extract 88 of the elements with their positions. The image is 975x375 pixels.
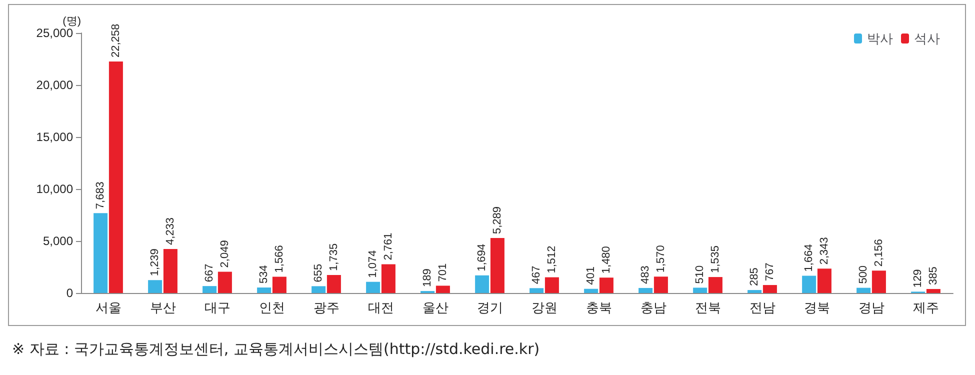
bar [366,282,380,293]
data-label: 2,343 [818,237,830,265]
data-label: 1,570 [654,245,667,273]
bar [762,285,777,293]
legend-label: 석사 [914,31,940,46]
bar [148,280,162,293]
bar [872,270,886,293]
bar [436,286,450,293]
bar [381,264,396,293]
data-label: 1,512 [546,246,558,274]
y-tick-label: 15,000 [36,130,74,144]
bar [94,213,108,293]
data-label: 4,233 [164,217,176,245]
x-tick-label: 경남 [858,300,884,315]
y-tick-label: 5,000 [42,234,74,248]
data-label: 401 [585,266,598,285]
data-label: 1,480 [600,246,612,274]
bar [163,248,178,293]
x-tick-label: 강원 [531,300,558,315]
data-label: 385 [927,266,940,285]
data-label: 2,761 [382,232,394,260]
bar [638,288,653,293]
data-label: 129 [912,269,924,288]
data-label: 22,258 [110,24,122,58]
x-tick-label: 경북 [804,300,830,315]
x-tick-label: 제주 [912,300,939,315]
bar [326,274,341,293]
data-label: 510 [694,265,706,284]
data-label: 5,289 [491,206,504,234]
bar [312,286,326,293]
bar [599,278,614,293]
x-tick-label: 대구 [204,300,230,315]
bar [926,288,940,293]
data-label: 467 [530,266,543,284]
bar [856,288,871,293]
bar [218,272,232,293]
x-tick-label: 서울 [95,300,122,315]
data-label: 701 [436,263,449,282]
data-label: 1,239 [149,248,162,276]
bar [584,288,598,293]
y-tick-label: 0 [66,286,74,300]
bar [257,287,272,293]
data-label: 1,694 [476,244,488,272]
bar [708,277,722,293]
y-tick-label: 25,000 [36,26,74,40]
data-label: 189 [422,268,434,288]
x-tick-label: 광주 [313,300,340,315]
x-tick-label: 부산 [150,300,176,315]
bar [108,62,123,293]
data-label: 1,566 [273,245,286,273]
data-label: 534 [258,265,270,284]
data-label: 1,535 [709,246,722,274]
y-tick-label: 20,000 [36,78,74,92]
bar [272,276,286,293]
data-label: 483 [640,266,652,284]
bar [693,288,708,293]
x-tick-label: 충북 [586,300,612,315]
x-tick-label: 인천 [258,300,285,315]
bar [654,276,668,293]
y-axis-title: (명) [62,16,81,28]
y-tick-label: 10,000 [36,182,74,196]
x-tick-label: 전북 [694,300,721,315]
bar [202,286,217,293]
bar [748,290,762,293]
data-label: 2,156 [872,239,885,267]
x-tick-label: 전남 [749,300,776,315]
data-label: 667 [204,264,216,282]
data-label: 1,664 [803,244,816,272]
data-label: 7,683 [94,182,107,210]
bar [544,277,559,293]
bar [530,288,544,293]
data-label: 1,735 [328,243,340,271]
data-label: 655 [312,264,325,282]
bar [802,276,816,293]
text: ※ 자료 : 국가교육통계정보센터, 교육통계서비스시스템(http://std.kedi.re.kr) [12,340,540,359]
bar [490,238,504,293]
bar [475,275,490,293]
bar [817,268,832,293]
data-label: 767 [764,262,776,282]
data-label: 1,074 [367,250,380,278]
data-label: 500 [858,265,870,284]
data-label: 2,049 [218,240,231,268]
x-tick-label: 충남 [640,300,666,315]
legend-label: 박사 [867,31,893,46]
x-tick-label: 경기 [476,300,503,315]
data-label: 285 [748,268,761,286]
x-tick-label: 대전 [368,300,394,315]
x-tick-label: 울산 [422,300,448,315]
